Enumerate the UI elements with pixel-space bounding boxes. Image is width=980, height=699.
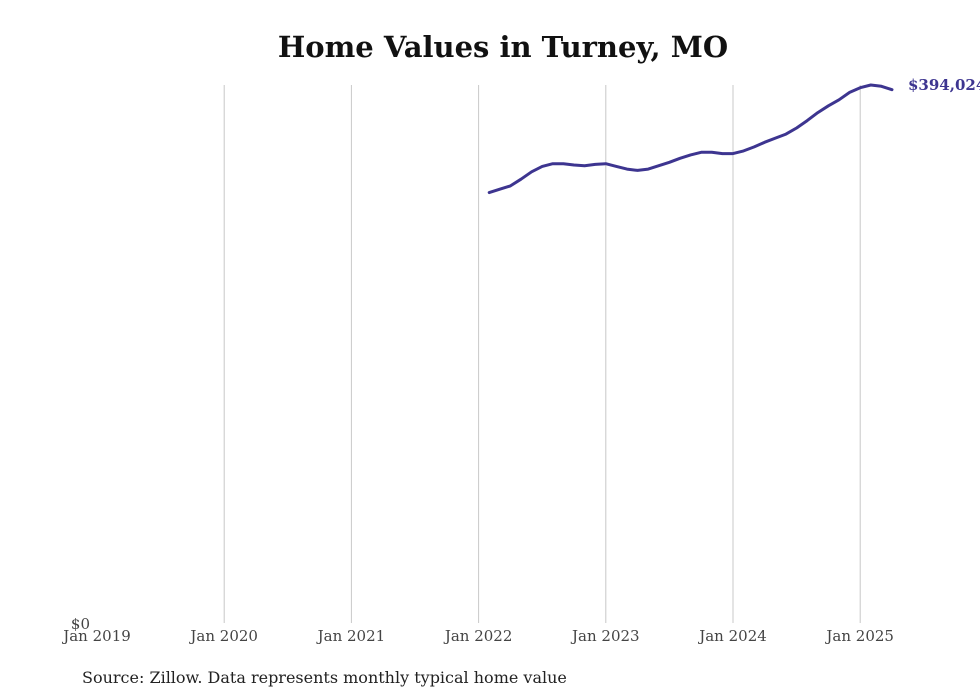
x-tick-label: Jan 2022: [443, 627, 513, 645]
x-tick-label: Jan 2019: [61, 627, 131, 645]
x-tick-label: Jan 2024: [697, 627, 767, 645]
y-tick-label: $0: [71, 615, 90, 633]
x-tick-label: Jan 2023: [570, 627, 640, 645]
x-tick-label: Jan 2021: [316, 627, 386, 645]
series-line-layer: [487, 83, 894, 195]
series-line: [487, 83, 894, 195]
source-note: Source: Zillow. Data represents monthly …: [82, 668, 567, 687]
x-tick-label: Jan 2025: [824, 627, 894, 645]
end-value-label: $394,024: [908, 76, 980, 94]
x-tick-label: Jan 2020: [188, 627, 258, 645]
gridlines: [223, 85, 861, 623]
tick-labels: Jan 2019 Jan 2020 Jan 2021 Jan 2022 Jan 2023…: [61, 76, 980, 645]
chart-title: Home Values in Turney, MO: [277, 30, 729, 64]
